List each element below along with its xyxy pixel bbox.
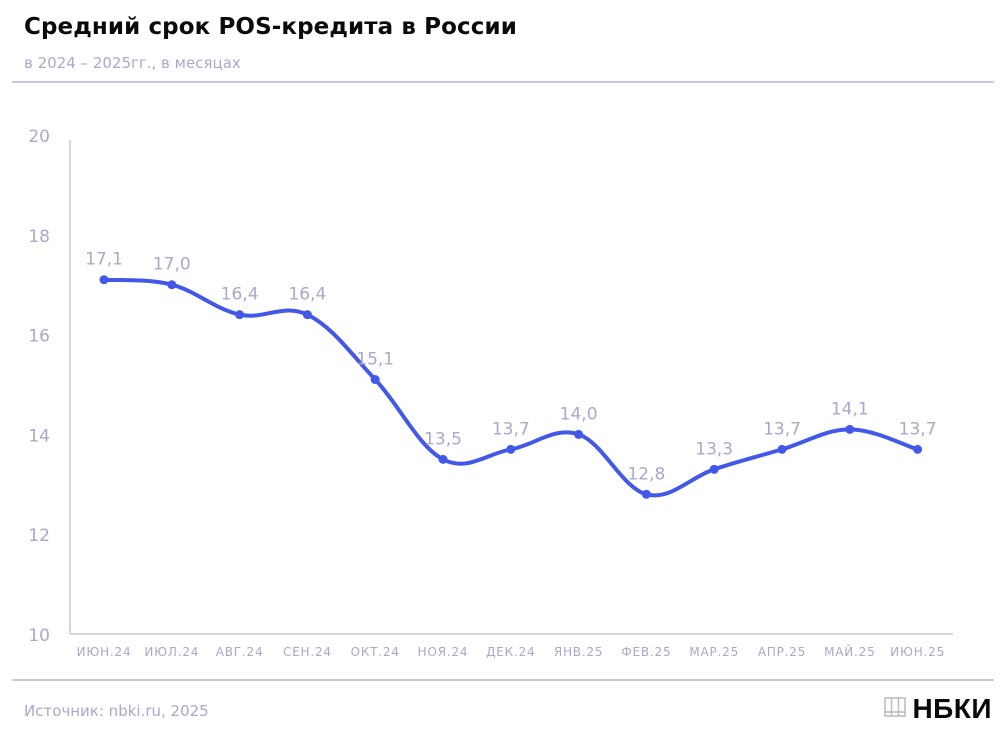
data-point: [370, 375, 380, 385]
nbki-logo: НБКИ: [884, 693, 992, 725]
x-tick-label: НОЯ.24: [418, 645, 469, 659]
data-point: [913, 444, 923, 454]
x-tick-label: ФЕВ.25: [621, 645, 671, 659]
data-point: [777, 444, 787, 454]
data-label: 13,5: [424, 429, 462, 449]
footer-divider: [12, 679, 994, 681]
data-label: 13,7: [899, 419, 937, 439]
y-axis: 10 12 14 16 18 20: [28, 127, 71, 646]
chart-title: Средний срок POS-кредита в России: [24, 14, 517, 40]
chart-subtitle: в 2024 – 2025гг., в месяцах: [24, 54, 241, 72]
source-note: Источник: nbki.ru, 2025: [24, 702, 209, 720]
y-tick-label: 18: [28, 227, 50, 247]
series-line: [102, 277, 920, 498]
data-label: 16,4: [288, 285, 326, 305]
x-tick-label: ЯНВ.25: [554, 645, 603, 659]
header-divider: [12, 81, 994, 83]
x-tick-label: ИЮН.24: [77, 645, 132, 659]
data-label: 13,7: [763, 419, 801, 439]
data-point: [235, 310, 245, 320]
y-tick-label: 16: [28, 327, 50, 347]
y-tick-label: 14: [28, 426, 50, 446]
data-label: 17,0: [153, 255, 191, 275]
data-label: 17,1: [85, 250, 123, 270]
data-label: 13,7: [492, 419, 530, 439]
bank-columns-icon: [884, 696, 907, 722]
x-tick-label: ДЕК.24: [486, 645, 535, 659]
data-point: [438, 454, 448, 464]
y-tick-label: 10: [28, 626, 50, 646]
x-tick-label: АПР.25: [758, 645, 806, 659]
data-point: [641, 489, 651, 499]
data-point: [709, 464, 719, 474]
data-points: [99, 275, 923, 499]
data-label: 14,1: [831, 399, 869, 419]
x-tick-label: ИЮН.25: [890, 645, 945, 659]
x-tick-label: МАЙ.25: [824, 644, 875, 659]
x-axis: ИЮН.24 ИЮЛ.24 АВГ.24 СЕН.24 ОКТ.24 НОЯ.24 ДЕК.…: [70, 633, 953, 659]
data-label: 14,0: [560, 404, 598, 424]
data-label: 12,8: [627, 464, 665, 484]
x-tick-label: АВГ.24: [216, 645, 264, 659]
logo-text: НБКИ: [912, 693, 992, 724]
y-tick-label: 20: [28, 127, 50, 147]
data-point: [302, 310, 312, 320]
data-label: 16,4: [221, 285, 259, 305]
data-label: 15,1: [356, 350, 394, 370]
x-tick-label: СЕН.24: [283, 645, 332, 659]
x-tick-label: ИЮЛ.24: [144, 645, 199, 659]
data-point: [574, 429, 584, 439]
data-point: [506, 444, 516, 454]
data-labels: 17,1 17,0 16,4 16,4 15,1 13,5 13,7 14,0 12,8 13,3…: [85, 250, 936, 485]
data-point: [845, 424, 855, 434]
data-point: [167, 280, 177, 290]
data-label: 13,3: [695, 439, 733, 459]
x-tick-label: МАР.25: [689, 645, 739, 659]
data-point: [99, 275, 109, 285]
y-tick-label: 12: [28, 526, 50, 546]
x-tick-label: ОКТ.24: [351, 645, 400, 659]
